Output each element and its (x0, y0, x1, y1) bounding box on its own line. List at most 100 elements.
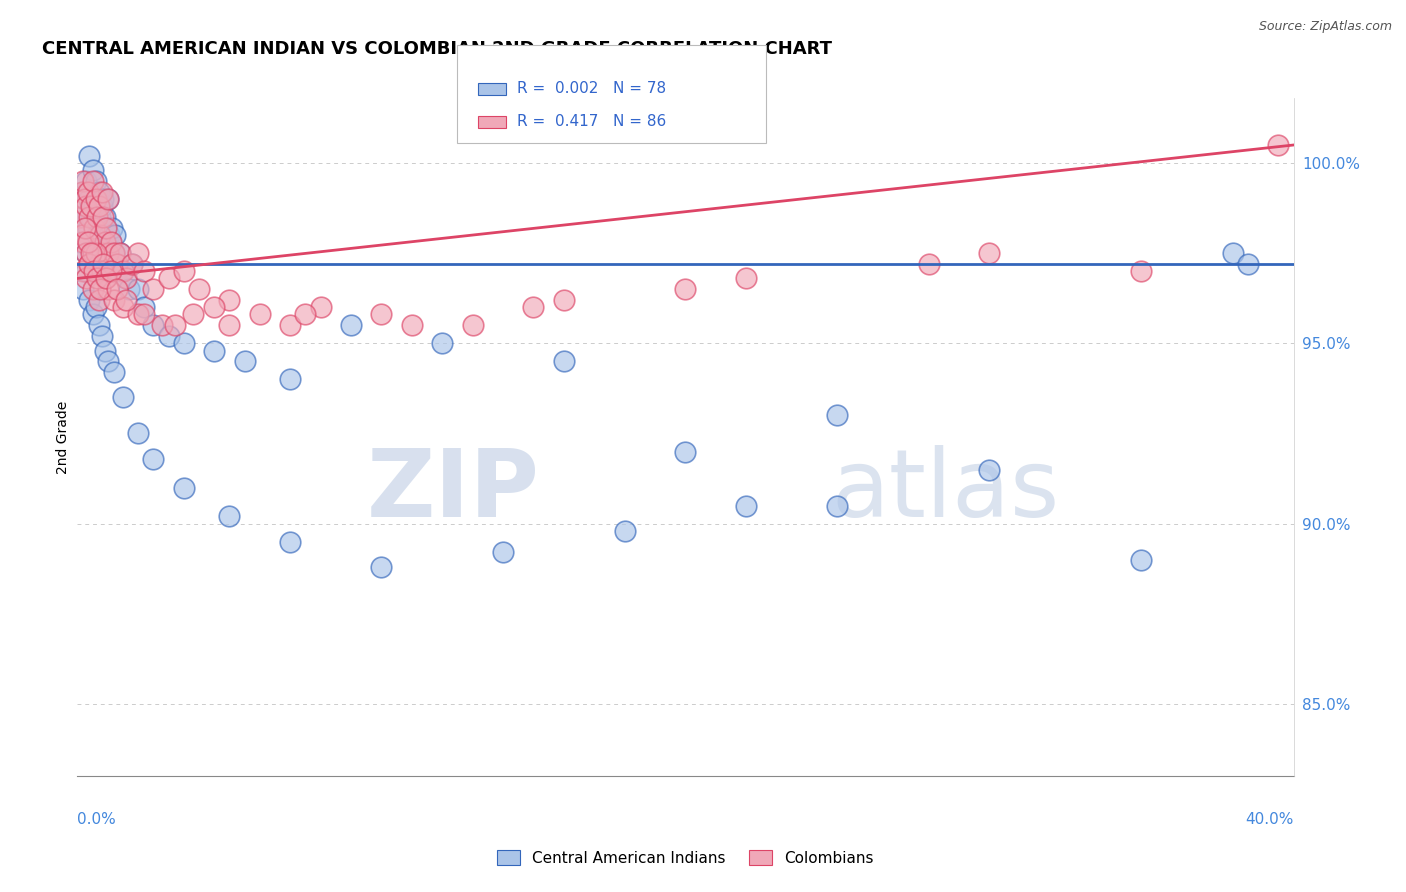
Point (72, 282, 94, 296)
Point (115, 271, 138, 285)
Point (90, 257, 112, 271)
Point (87, 246, 110, 260)
Point (979, 462, 1001, 476)
Point (91, 192, 114, 206)
Point (91, 210, 114, 224)
Point (84, 264, 107, 278)
Point (84, 174, 107, 188)
Point (105, 264, 128, 278)
Point (188, 282, 211, 296)
Point (97, 354, 120, 368)
Point (72, 235, 94, 250)
Point (108, 246, 131, 260)
Point (82, 246, 104, 260)
Point (1222, 246, 1244, 260)
Point (91, 257, 114, 271)
Point (79, 192, 101, 206)
Point (75, 246, 97, 260)
Text: 0.0%: 0.0% (77, 812, 117, 827)
Point (82, 308, 104, 322)
Point (79, 293, 101, 307)
Text: atlas: atlas (831, 445, 1060, 537)
Point (97, 192, 120, 206)
Point (173, 264, 195, 278)
Point (84, 246, 107, 260)
Point (735, 499, 758, 513)
Point (111, 300, 134, 314)
Point (77, 185, 100, 199)
Point (249, 308, 271, 322)
Point (127, 308, 149, 322)
Point (157, 329, 180, 343)
Text: R =  0.002   N = 78: R = 0.002 N = 78 (517, 81, 666, 96)
Point (93, 235, 115, 250)
Point (101, 221, 124, 235)
Point (134, 308, 156, 322)
Point (115, 293, 138, 307)
Point (96, 271, 118, 285)
Point (89, 228, 111, 243)
Point (121, 257, 143, 271)
Point (72, 264, 94, 278)
Point (87, 293, 110, 307)
Point (918, 257, 941, 271)
Point (72, 174, 94, 188)
Point (87, 185, 110, 199)
Point (181, 308, 204, 322)
Point (115, 271, 138, 285)
Point (173, 481, 195, 495)
Point (90, 246, 112, 260)
Point (84, 192, 107, 206)
Point (152, 318, 174, 333)
Point (79, 257, 101, 271)
Point (492, 545, 515, 559)
Point (142, 451, 165, 466)
Point (553, 354, 575, 368)
Point (83, 221, 105, 235)
Point (69, 210, 91, 224)
Point (93, 343, 115, 358)
Point (401, 318, 423, 333)
Point (89, 210, 111, 224)
Point (118, 282, 141, 296)
Point (69, 235, 91, 250)
Point (202, 343, 225, 358)
Point (86, 271, 108, 285)
Point (1267, 138, 1289, 153)
Point (432, 336, 454, 351)
Text: CENTRAL AMERICAN INDIAN VS COLOMBIAN 2ND GRADE CORRELATION CHART: CENTRAL AMERICAN INDIAN VS COLOMBIAN 2ND… (42, 40, 832, 58)
Point (84, 264, 107, 278)
Point (103, 246, 125, 260)
Point (73, 192, 96, 206)
Point (96, 221, 118, 235)
Point (73, 192, 96, 206)
Point (105, 282, 128, 296)
Point (97, 246, 120, 260)
Point (77, 221, 100, 235)
Point (218, 293, 240, 307)
Point (80, 246, 103, 260)
Point (111, 264, 134, 278)
Point (98, 228, 121, 243)
Point (89, 282, 111, 296)
Point (75, 174, 97, 188)
Point (100, 235, 122, 250)
Point (979, 246, 1001, 260)
Point (233, 354, 256, 368)
Point (87, 257, 110, 271)
Point (108, 246, 131, 260)
Point (84, 300, 107, 314)
Point (127, 282, 149, 296)
Point (142, 282, 165, 296)
Point (218, 318, 240, 333)
Point (134, 300, 156, 314)
Point (90, 199, 112, 213)
Point (370, 308, 392, 322)
Point (613, 524, 636, 538)
Point (97, 282, 120, 296)
Point (278, 318, 301, 333)
Point (103, 293, 125, 307)
Point (70, 228, 93, 243)
Point (72, 228, 94, 243)
Point (105, 257, 128, 271)
